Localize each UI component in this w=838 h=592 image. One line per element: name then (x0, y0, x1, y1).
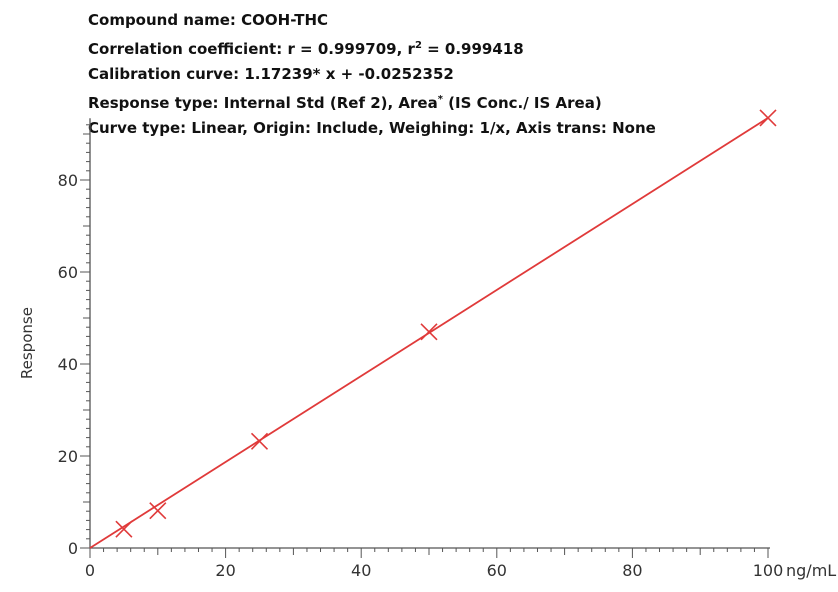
compound-name: Compound name: COOH-THC (88, 11, 329, 29)
data-point-stroke (250, 432, 269, 450)
data-point-stroke (149, 502, 167, 520)
data-point-stroke (759, 109, 777, 127)
correlation-prefix: Correlation coefficient: r = 0.999709, r (88, 40, 415, 58)
x-tick-label: 100 (753, 561, 784, 580)
data-point (149, 502, 167, 520)
x-tick-label: 40 (351, 561, 371, 580)
fit-line-group (89, 117, 769, 549)
y-tick-label: 20 (58, 447, 78, 466)
y-tick-label: 40 (58, 355, 78, 374)
data-points (115, 109, 777, 538)
fit-line (89, 117, 769, 549)
data-point (420, 323, 438, 341)
data-point (250, 432, 269, 450)
x-axis-unit: ng/mL (786, 561, 836, 580)
response-sup: * (437, 94, 443, 105)
correlation-sup: 2 (414, 40, 422, 51)
data-point-stroke (115, 520, 133, 538)
x-tick-label: 60 (487, 561, 507, 580)
correlation-suffix: = 0.999418 (421, 40, 524, 58)
y-tick-label: 80 (58, 171, 78, 190)
chart-header: Compound name: COOH-THC Correlation coef… (88, 8, 656, 141)
chart-axes: 0 20 40 60 80 100 0 20 40 60 80 (58, 118, 784, 580)
x-tick-label: 20 (215, 561, 235, 580)
response-suffix: (IS Conc./ IS Area) (442, 94, 602, 112)
calibration-curve: Calibration curve: 1.17239* x + -0.02523… (88, 65, 454, 83)
x-tick-label: 80 (622, 561, 642, 580)
response-prefix: Response type: Internal Std (Ref 2), Are… (88, 94, 438, 112)
data-point-stroke (420, 323, 438, 341)
response-type: Response type: Internal Std (Ref 2), Are… (88, 87, 656, 116)
curve-type: Curve type: Linear, Origin: Include, Wei… (88, 119, 656, 137)
data-point (759, 109, 777, 127)
correlation-coefficient: Correlation coefficient: r = 0.999709, r… (88, 33, 656, 62)
y-tick-label: 60 (58, 263, 78, 282)
data-point (115, 520, 133, 538)
y-tick-label: 0 (68, 539, 78, 558)
y-axis-title: Response (18, 307, 36, 379)
x-tick-label: 0 (85, 561, 95, 580)
